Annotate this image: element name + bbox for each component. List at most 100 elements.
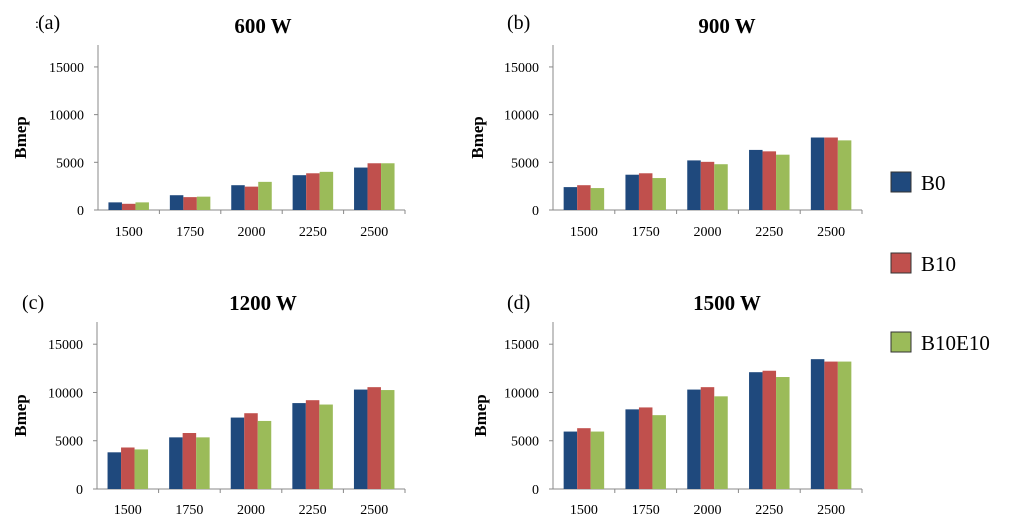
y-tick-label: 0 — [532, 483, 539, 498]
x-tick-label: 2250 — [299, 225, 327, 240]
panel-letter: (a) — [38, 12, 60, 34]
y-axis-label: Bmep — [468, 116, 487, 159]
y-axis-label: Bmep — [471, 394, 490, 437]
y-tick-label: 5000 — [511, 156, 539, 171]
bar-b10e10-2500 — [381, 163, 395, 210]
y-tick-label: 0 — [77, 204, 84, 219]
y-tick-label: 5000 — [55, 435, 83, 450]
bar-b0-2500 — [354, 167, 368, 210]
bar-b0-2250 — [292, 403, 306, 489]
panel-letter: (d) — [507, 292, 530, 314]
legend-item-b10: B10 — [890, 252, 956, 276]
bar-b10e10-2000 — [257, 420, 272, 489]
chart-panel: (a) 600 W Bmep 0 5000 10000 15000 1500 1750 2000 2… — [11, 12, 406, 240]
bar-b10-1750 — [638, 173, 653, 210]
y-tick-label: 10000 — [48, 386, 83, 401]
x-tick-label: 1750 — [175, 503, 203, 517]
x-tick-label: 1500 — [570, 503, 598, 517]
bar-b0-2250 — [292, 175, 307, 210]
x-tick-label: 2000 — [237, 503, 265, 517]
bar-b10e10-1750 — [196, 196, 211, 210]
bar-b10e10-1750 — [196, 437, 210, 489]
x-tick-label: 2500 — [817, 225, 845, 240]
bar-b0-1750 — [169, 437, 183, 489]
bar-b10-2000 — [700, 387, 715, 489]
bar-b0-2500 — [353, 389, 368, 489]
bar-b0-1500 — [108, 202, 122, 210]
y-axis-label: Bmep — [11, 394, 30, 437]
bar-b10-1500 — [577, 185, 591, 210]
chart-title: 600 W — [234, 14, 291, 38]
x-tick-label: 1750 — [632, 225, 660, 240]
bar-b0-1500 — [563, 431, 578, 489]
legend-label: B10 — [921, 252, 956, 276]
bar-b10-2500 — [824, 361, 838, 489]
bar-b0-2000 — [231, 185, 245, 210]
bar-b10-1750 — [638, 407, 653, 489]
x-tick-label: 2250 — [755, 503, 783, 517]
panel-letter: (c) — [22, 292, 44, 314]
bar-b10e10-2250 — [319, 171, 334, 210]
x-tick-label: 2000 — [694, 225, 722, 240]
bar-b10e10-2000 — [258, 181, 272, 210]
legend-label: B10E10 — [921, 331, 990, 355]
y-tick-label: 10000 — [504, 386, 539, 401]
bar-b10-2000 — [700, 161, 715, 210]
legend-item-b10e10: B10E10 — [890, 331, 990, 355]
y-tick-label: 15000 — [49, 61, 84, 76]
bar-b0-1500 — [107, 452, 122, 489]
y-tick-label: 0 — [532, 204, 539, 219]
bar-b10e10-1750 — [652, 415, 666, 489]
bar-b10-2500 — [367, 387, 381, 489]
bar-b10-1500 — [121, 447, 135, 489]
chart-title: 1500 W — [693, 291, 761, 315]
y-tick-label: 15000 — [504, 61, 539, 76]
legend-label: B0 — [921, 171, 946, 195]
chart-title: 900 W — [698, 14, 755, 38]
bar-b0-2500 — [810, 137, 825, 210]
y-tick-label: 10000 — [504, 109, 539, 124]
legend-swatch — [890, 331, 912, 353]
legend-swatch — [890, 252, 912, 274]
bar-b0-1750 — [169, 195, 184, 210]
bar-b0-1500 — [563, 187, 578, 210]
bar-b10-1750 — [182, 433, 197, 489]
bar-b0-2500 — [810, 359, 825, 489]
bar-b0-2000 — [230, 417, 245, 489]
x-tick-label: 1750 — [632, 503, 660, 517]
bar-b10e10-2500 — [380, 390, 395, 489]
bar-b10e10-2000 — [714, 164, 728, 210]
x-tick-label: 2500 — [360, 503, 388, 517]
bar-b10e10-2250 — [776, 377, 790, 489]
bar-b10-2250 — [305, 400, 320, 489]
bar-b0-2000 — [687, 160, 701, 210]
chart-panel: (b) 900 W Bmep 0 5000 10000 15000 1500 1750 2000 2… — [468, 12, 863, 240]
x-tick-label: 1500 — [115, 225, 143, 240]
y-tick-label: 15000 — [48, 338, 83, 353]
y-tick-label: 10000 — [49, 109, 84, 124]
x-tick-label: 1500 — [114, 503, 142, 517]
bar-b10-2250 — [762, 151, 777, 210]
chart-panel: (d) 1500 W Bmep 0 5000 10000 15000 1500 1750 2000… — [471, 291, 863, 517]
stray-mark: : — [35, 17, 39, 32]
bar-b10-2000 — [244, 413, 258, 489]
bar-b10e10-1750 — [652, 178, 666, 210]
chart-title: 1200 W — [229, 291, 297, 315]
legend: B0 B10 B10E10 — [890, 171, 990, 355]
x-tick-label: 2250 — [299, 503, 327, 517]
x-tick-label: 2500 — [817, 503, 845, 517]
bar-b10-1500 — [577, 428, 591, 489]
bar-b10-2000 — [244, 186, 259, 210]
bar-b10-2500 — [824, 137, 838, 210]
bar-b10e10-2250 — [319, 404, 333, 489]
bar-b10e10-1500 — [590, 188, 605, 210]
y-tick-label: 5000 — [511, 435, 539, 450]
chart-panel: (c) 1200 W Bmep 0 5000 10000 15000 1500 1750 2000… — [11, 291, 406, 517]
x-tick-label: 2000 — [238, 225, 266, 240]
bar-b10e10-2500 — [837, 140, 852, 210]
legend-item-b0: B0 — [890, 171, 946, 195]
bar-b10e10-2000 — [714, 396, 728, 489]
x-tick-label: 2250 — [755, 225, 783, 240]
